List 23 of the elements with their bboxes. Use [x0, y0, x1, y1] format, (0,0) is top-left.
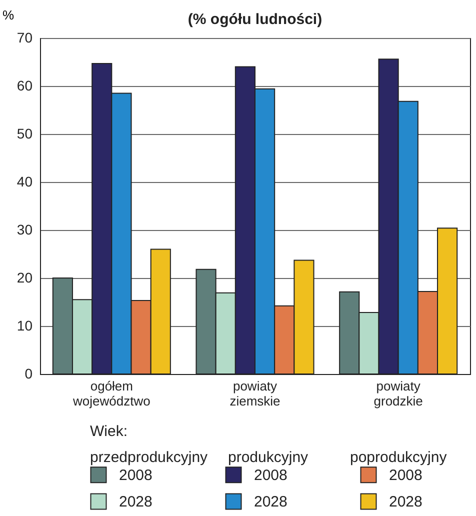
legend-label: 2028	[119, 494, 152, 510]
y-tick-label: 50	[16, 126, 33, 142]
x-tick-label: ogółem województwo	[72, 378, 150, 408]
y-tick-label: 20	[16, 270, 33, 286]
chart-title: (% ogółu ludności)	[188, 11, 322, 28]
y-tick-label: 0	[24, 366, 33, 382]
x-tick-label: powiaty grodzkie	[374, 378, 423, 408]
legend-label: 2028	[254, 494, 288, 510]
y-tick-label: 60	[16, 78, 33, 94]
text: poprodukcyjny	[350, 449, 448, 466]
legend-label: 2008	[119, 466, 152, 484]
y-tick-label: 30	[16, 222, 33, 238]
x-tick-label: powiaty ziemskie	[230, 378, 280, 408]
legend-label: 2008	[254, 466, 288, 484]
legend-label: 2008	[389, 466, 422, 484]
y-tick-label: 10	[16, 318, 33, 334]
legend-title: Wiek:	[90, 423, 128, 440]
legend-label: 2028	[389, 494, 422, 510]
y-axis-title: %	[2, 8, 14, 22]
text: przedprodukcyjny	[90, 449, 208, 466]
y-tick-label: 40	[16, 174, 33, 190]
y-tick-label: 70	[16, 30, 33, 46]
text: produkcyjny	[228, 449, 309, 466]
